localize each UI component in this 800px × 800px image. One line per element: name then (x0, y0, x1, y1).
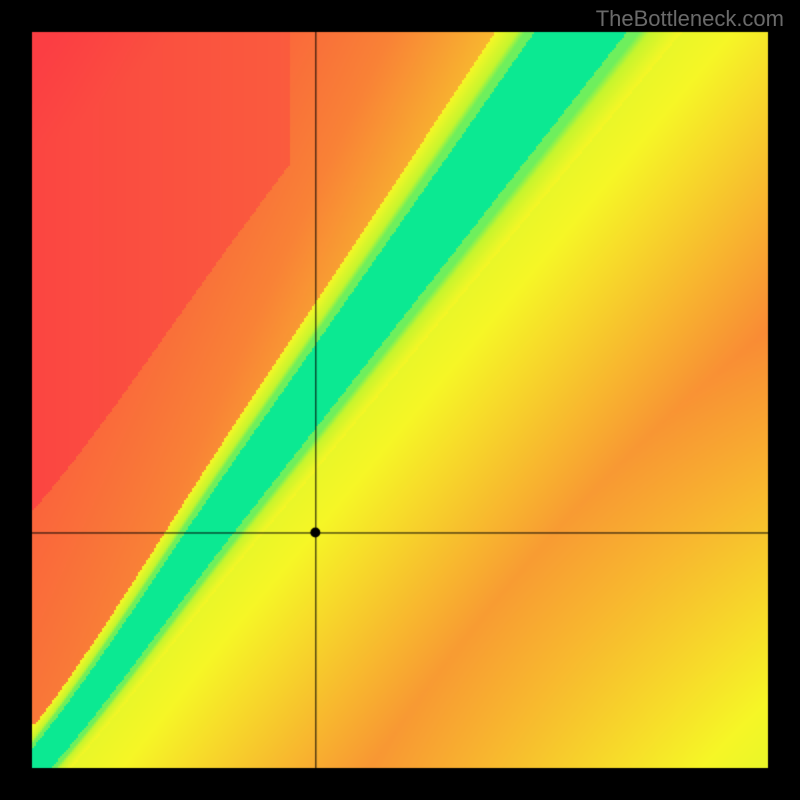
watermark-text: TheBottleneck.com (596, 6, 784, 32)
chart-container: TheBottleneck.com (0, 0, 800, 800)
heatmap-canvas (0, 0, 800, 800)
